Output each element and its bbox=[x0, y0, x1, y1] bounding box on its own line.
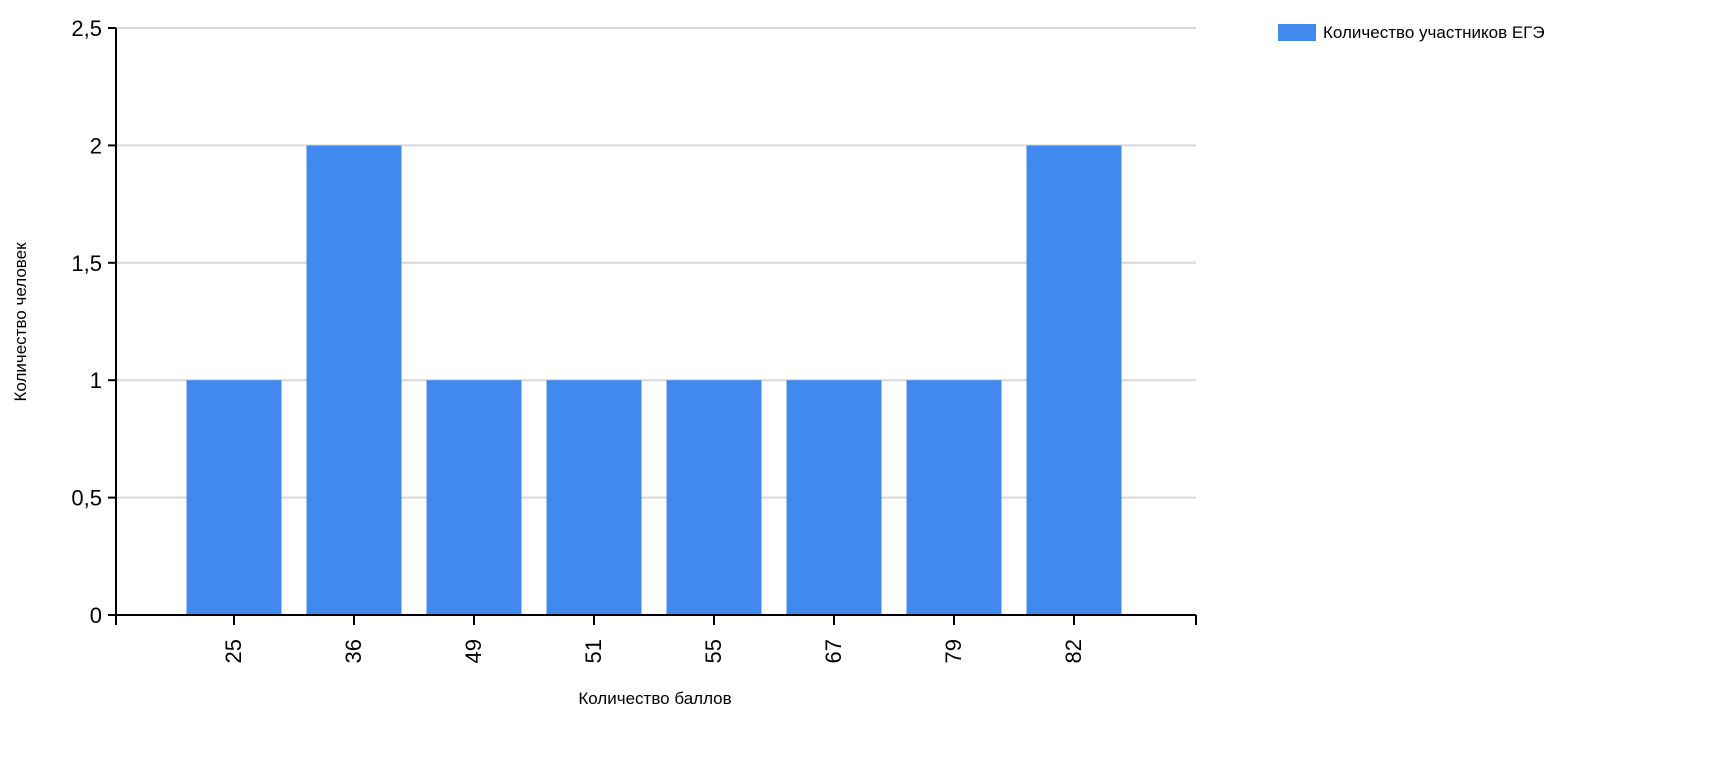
y-tick-label: 1 bbox=[90, 368, 102, 393]
x-tick-label: 79 bbox=[941, 639, 966, 663]
y-tick-label: 0,5 bbox=[71, 486, 102, 511]
bar bbox=[426, 380, 522, 615]
bar bbox=[546, 380, 642, 615]
x-tick-label: 67 bbox=[821, 639, 846, 663]
x-tick-label: 82 bbox=[1061, 639, 1086, 663]
legend-swatch bbox=[1278, 24, 1316, 41]
x-tick-label: 55 bbox=[701, 639, 726, 663]
x-tick-label: 51 bbox=[581, 639, 606, 663]
legend-label: Количество участников ЕГЭ bbox=[1323, 23, 1545, 42]
bar bbox=[666, 380, 762, 615]
x-tick-label: 49 bbox=[461, 639, 486, 663]
axes bbox=[108, 27, 1197, 625]
x-tick-label: 36 bbox=[341, 639, 366, 663]
y-tick-label: 2,5 bbox=[71, 16, 102, 41]
x-tick-labels: 25 36 49 51 55 67 79 82 bbox=[221, 639, 1086, 663]
gridlines bbox=[116, 27, 1196, 499]
x-axis-title: Количество баллов bbox=[578, 689, 731, 708]
y-tick-label: 2 bbox=[90, 133, 102, 158]
legend: Количество участников ЕГЭ bbox=[1278, 23, 1545, 42]
bar bbox=[786, 380, 882, 615]
y-tick-label: 1,5 bbox=[71, 251, 102, 276]
bar bbox=[1026, 145, 1122, 615]
y-axis-title: Количество человек bbox=[11, 242, 30, 402]
bars bbox=[186, 145, 1122, 615]
y-tick-label: 0 bbox=[90, 603, 102, 628]
bar bbox=[906, 380, 1002, 615]
bar bbox=[186, 380, 282, 615]
y-tick-labels: 0 0,5 1 1,5 2 2,5 bbox=[71, 16, 102, 628]
x-tick-label: 25 bbox=[221, 639, 246, 663]
bar bbox=[306, 145, 402, 615]
